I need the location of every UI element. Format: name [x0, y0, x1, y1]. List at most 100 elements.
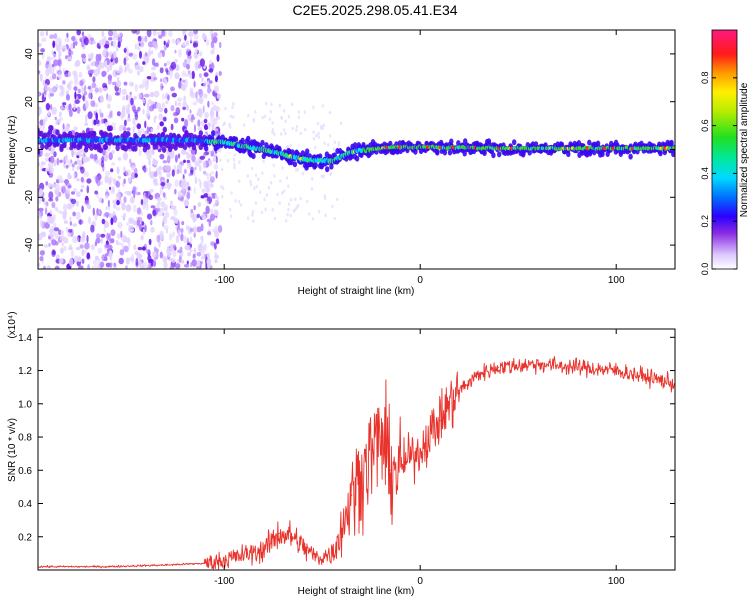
spectrogram-noise-blob	[161, 77, 166, 81]
spectrogram-noise-blob	[109, 110, 112, 118]
spectrogram-noise-blob	[199, 180, 202, 189]
spectrogram-haze-blob	[297, 115, 300, 120]
spectrogram-noise-blob	[163, 204, 169, 212]
spectrogram-noise-blob	[119, 124, 123, 132]
spectrogram-noise-blob	[186, 57, 191, 64]
spectrogram-haze-blob	[294, 168, 298, 172]
spectrogram-noise-blob	[104, 253, 109, 257]
spectrogram-noise-blob	[129, 81, 134, 87]
spectrogram-haze-blob	[278, 201, 281, 205]
spectrogram-noise-blob	[178, 164, 182, 169]
spectrogram-noise-blob	[76, 178, 80, 182]
spectrogram-haze-blob	[265, 101, 268, 106]
spectrogram-noise-blob	[213, 32, 218, 37]
spectrogram-noise-blob	[169, 265, 175, 269]
spectrogram-noise-blob	[117, 157, 122, 161]
spectrogram-haze-blob	[259, 190, 262, 194]
spectrogram-noise-blob	[72, 188, 78, 193]
spectrogram-noise-blob	[48, 198, 54, 202]
spectrogram-noise-blob	[125, 257, 130, 265]
spectrogram-noise-blob	[192, 226, 198, 234]
spectrogram-noise-blob	[77, 88, 81, 94]
spectrogram-noise-blob	[143, 196, 149, 205]
spectrogram-noise-blob	[133, 109, 139, 114]
spectrogram-noise-blob	[65, 178, 68, 186]
spectrogram-noise-blob	[73, 126, 78, 131]
spectrogram-noise-blob	[129, 196, 135, 204]
spectrogram-haze-blob	[312, 105, 315, 110]
spectrogram-noise-blob	[68, 229, 73, 233]
spectrogram-noise-blob	[126, 222, 130, 226]
spectrogram-noise-blob	[134, 123, 137, 128]
spectrogram-haze-blob	[232, 101, 235, 106]
spectrogram-ridge-halo	[191, 144, 197, 151]
spectrogram-noise-blob	[70, 249, 75, 258]
spectrogram-haze-blob	[263, 197, 266, 202]
spectrogram-noise-blob	[86, 252, 91, 260]
spectrogram-haze-blob	[265, 193, 269, 197]
spectrogram-noise-blob	[149, 171, 155, 179]
spectrogram-noise-blob	[49, 93, 54, 97]
spectrogram-noise-blob	[137, 40, 140, 46]
spectrogram-noise-blob	[205, 205, 210, 215]
spectrogram-y-label: Frequency (Hz)	[7, 116, 18, 185]
spectrogram-haze-blob	[269, 181, 273, 185]
colorbar-tick-label: 0.6	[700, 119, 710, 132]
spectrogram-noise-blob	[131, 165, 136, 171]
spectrogram-noise-blob	[149, 166, 152, 174]
snr-data-point	[360, 473, 362, 475]
spectrogram-noise-blob	[76, 165, 80, 170]
spectrogram-noise-blob	[128, 228, 135, 232]
spectrogram-noise-blob	[72, 211, 76, 217]
spectrogram-noise-blob	[186, 159, 191, 164]
spectrogram-noise-blob	[81, 53, 86, 59]
spectrogram-haze-blob	[224, 106, 227, 111]
spectrogram-noise-blob	[183, 199, 190, 207]
snr-y-tick-label: 1.2	[18, 366, 32, 377]
spectrogram-noise-blob	[113, 202, 117, 209]
spectrogram-noise-blob	[146, 152, 152, 161]
spectrogram-noise-blob	[68, 80, 73, 85]
spectrogram-haze-blob	[251, 209, 255, 214]
spectrogram-ridge-halo	[618, 151, 623, 157]
spectrogram-noise-blob	[88, 58, 91, 62]
spectrogram-ridge-halo	[127, 142, 133, 149]
spectrogram-noise-blob	[95, 112, 98, 121]
spectrogram-ridge-halo	[260, 139, 265, 146]
spectrogram-noise-blob	[112, 215, 118, 223]
spectrogram-haze-blob	[291, 126, 294, 131]
spectrogram-noise-blob	[142, 61, 146, 65]
spectrogram-haze-blob	[254, 201, 258, 205]
spectrogram-haze-blob	[211, 101, 214, 105]
spectrogram-noise-blob	[96, 233, 101, 239]
spectrogram-noise-blob	[95, 159, 99, 164]
spectrogram-noise-blob	[210, 176, 215, 183]
spectrogram-noise-blob	[116, 199, 120, 206]
spectrogram-noise-blob	[154, 115, 157, 120]
spectrogram-noise-blob	[48, 147, 52, 151]
spectrogram-noise-blob	[189, 236, 193, 245]
spectrogram-noise-blob	[197, 243, 203, 252]
spectrogram-noise-blob	[101, 254, 106, 262]
snr-data-point	[400, 466, 402, 468]
spectrogram-ridge-halo	[211, 130, 216, 137]
spectrogram-y-tick-label: -40	[24, 237, 35, 252]
spectrogram-noise-blob	[157, 125, 160, 130]
spectrogram-haze-blob	[281, 191, 284, 195]
spectrogram-noise-blob	[150, 128, 153, 133]
spectrogram-noise-blob	[107, 103, 111, 109]
spectrogram-haze-blob	[289, 213, 292, 218]
spectrogram-noise-blob	[146, 202, 149, 212]
spectrogram-haze-blob	[315, 133, 318, 138]
spectrogram-noise-blob	[207, 160, 213, 164]
spectrogram-noise-blob	[105, 206, 108, 211]
spectrogram-noise-blob	[70, 159, 73, 164]
spectrogram-noise-blob	[207, 231, 212, 236]
spectrogram-noise-blob	[90, 54, 94, 61]
spectrogram-noise-blob	[132, 117, 136, 125]
spectrogram-haze-blob	[282, 128, 286, 132]
spectrogram-haze-blob	[304, 127, 307, 132]
spectrogram-noise-blob	[108, 152, 113, 161]
spectrogram-noise-blob	[94, 86, 100, 95]
